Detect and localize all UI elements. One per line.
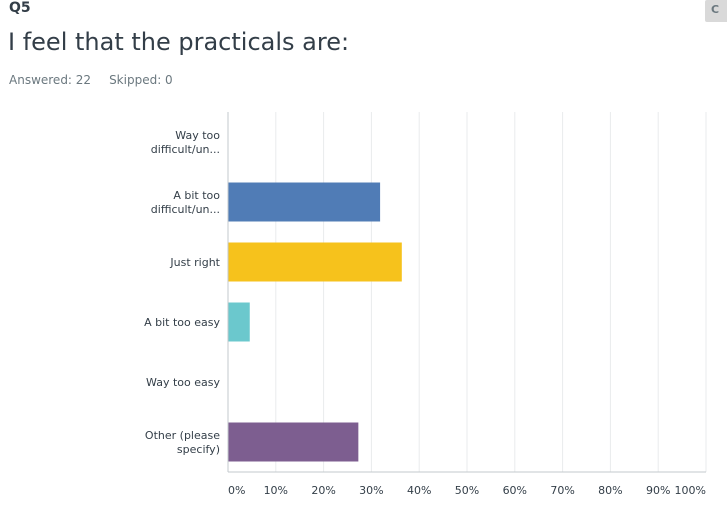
x-tick-label: 10% xyxy=(264,484,288,497)
category-label: A bit too difficult/un... xyxy=(151,189,220,216)
category-label-line: Other (please xyxy=(145,429,220,442)
category-label-line: Just right xyxy=(169,256,220,269)
x-tick-label: 0% xyxy=(228,484,245,497)
category-label-line: A bit too easy xyxy=(144,316,220,329)
category-label-line: specify) xyxy=(177,443,220,456)
category-label-line: difficult/un... xyxy=(151,143,220,156)
options-button[interactable]: C xyxy=(705,0,727,22)
bar xyxy=(228,422,359,462)
category-label-line: difficult/un... xyxy=(151,203,220,216)
x-tick-label: 80% xyxy=(598,484,622,497)
category-label: Just right xyxy=(169,256,220,269)
question-title: I feel that the practicals are: xyxy=(8,28,350,56)
x-tick-label: 90% xyxy=(646,484,670,497)
x-tick-label: 100% xyxy=(675,484,706,497)
bar xyxy=(228,302,250,342)
category-label: A bit too easy xyxy=(144,316,220,329)
x-tick-label: 60% xyxy=(503,484,527,497)
category-label: Other (please specify) xyxy=(145,429,220,456)
x-tick-label: 20% xyxy=(311,484,335,497)
category-label: Way too difficult/un... xyxy=(151,129,220,156)
x-tick-label: 30% xyxy=(359,484,383,497)
category-label: Way too easy xyxy=(146,376,220,389)
category-label-line: Way too easy xyxy=(146,376,220,389)
bar xyxy=(228,182,381,222)
category-label-line: Way too xyxy=(175,129,220,142)
x-tick-label: 70% xyxy=(550,484,574,497)
answered-count: Answered: 22 xyxy=(9,73,92,87)
skipped-count: Skipped: 0 xyxy=(109,73,173,87)
x-tick-label: 50% xyxy=(455,484,479,497)
x-tick-label: 40% xyxy=(407,484,431,497)
bar xyxy=(228,242,402,282)
category-label-line: A bit too xyxy=(173,189,220,202)
question-number: Q5 xyxy=(9,0,31,16)
response-stats: Answered: 22 Skipped: 0 xyxy=(9,73,173,87)
